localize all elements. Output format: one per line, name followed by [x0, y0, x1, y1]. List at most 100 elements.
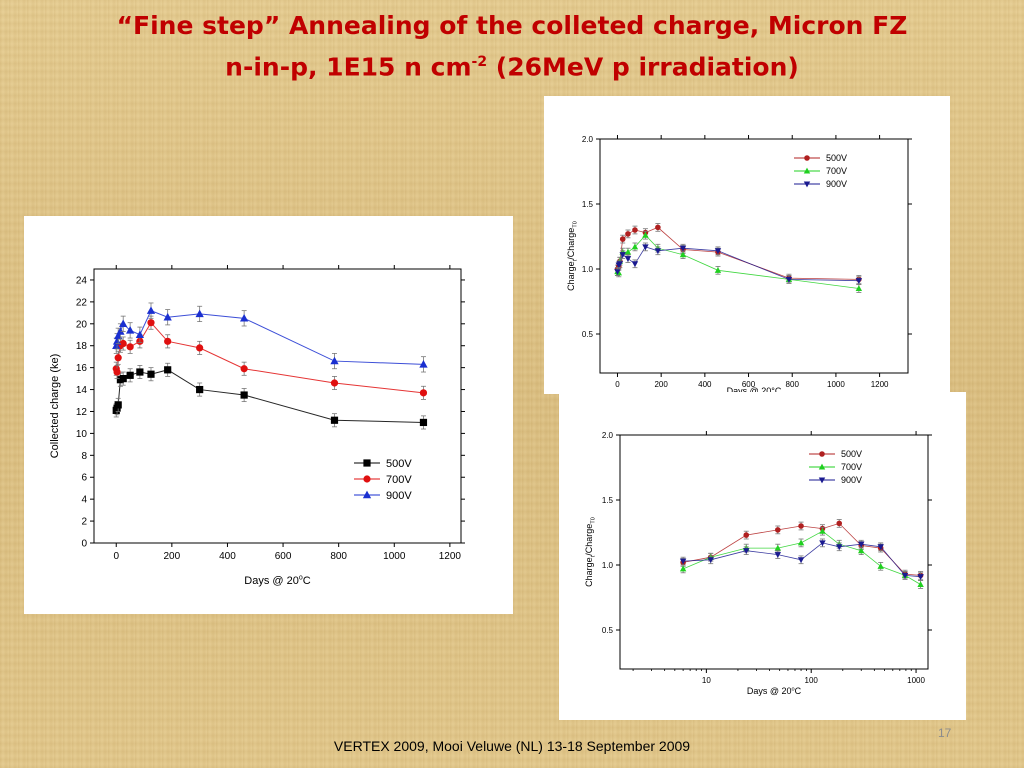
data-point-900V	[714, 248, 722, 255]
data-point-900V	[624, 256, 632, 262]
x-tick-label: 0	[615, 380, 620, 389]
chart-panel-main: 0 200 400 600 800 1000 1200 0 2 4 6 8 10 12 14 16 18 20 22…	[24, 216, 513, 614]
y-tick-label: 22	[76, 297, 88, 308]
data-point-700V	[114, 354, 122, 362]
data-point-900V	[146, 306, 156, 314]
data-point-500V	[126, 371, 134, 379]
y-tick-label: 0.5	[582, 330, 594, 339]
slide-footer: VERTEX 2009, Mooi Veluwe (NL) 13-18 Sept…	[333, 738, 691, 754]
data-point-900V	[774, 552, 782, 558]
x-axis-label-post: C	[303, 575, 311, 587]
x-tick-label: 100	[805, 676, 819, 685]
data-point-900V	[642, 244, 649, 251]
slide-title: “Fine step” Annealing of the colleted ch…	[0, 8, 1024, 85]
y-tick-label: 12	[76, 407, 88, 418]
chart-panel-normalized-linear: 0 200 400 600 800 1000 1200 0.5 1.0 1.5 2.0 Days @ …	[544, 96, 950, 396]
x-tick-label: 1200	[871, 380, 889, 389]
y-tick-label: 2.0	[602, 431, 614, 440]
x-axis-label: Days @ 20oC	[747, 686, 802, 696]
data-point-700V	[631, 243, 639, 250]
y-tick-label: 2.0	[582, 135, 594, 144]
data-point-900V	[135, 330, 145, 338]
series-500V	[112, 362, 428, 430]
data-point-900V	[112, 341, 121, 349]
title-line-2-pre: n-in-p, 1E15 n cm	[225, 52, 472, 82]
y-axis-label-sub1: t	[572, 259, 578, 261]
data-point-700V	[196, 344, 204, 352]
y-tick-label: 1.5	[582, 200, 594, 209]
data-point-500V	[419, 418, 428, 427]
data-point-900V	[116, 327, 125, 335]
data-point-900V	[126, 326, 135, 334]
series-500V	[680, 519, 924, 580]
data-point-900V	[679, 245, 687, 252]
data-point-700V	[113, 368, 121, 376]
data-point-900V	[836, 544, 843, 551]
data-point-900V	[419, 360, 428, 368]
data-point-900V	[877, 544, 884, 551]
title-line-2-post: (26MeV p irradiation)	[487, 52, 799, 82]
data-point-700V	[240, 365, 248, 373]
data-point-700V	[714, 266, 722, 273]
data-point-700V	[679, 565, 687, 572]
series-900V	[112, 302, 428, 373]
y-axis-label-sub2: T0	[590, 517, 596, 524]
x-tick-label: 1000	[827, 380, 845, 389]
plot-frame	[599, 138, 909, 374]
series-line-900V	[115, 310, 424, 365]
data-point-700V	[164, 337, 172, 345]
data-point-900V	[330, 356, 339, 365]
data-point-900V	[743, 548, 750, 555]
legend-label-900V: 900V	[826, 179, 847, 189]
legend-marker-900V	[362, 490, 372, 499]
y-axis-label: Collected charge (ke)	[49, 354, 61, 459]
data-point-500V	[136, 368, 144, 376]
data-point-700V	[624, 248, 632, 255]
y-axis-label-pre: Charge	[584, 557, 594, 587]
x-tick-label: 200	[654, 380, 668, 389]
data-point-500V	[798, 523, 804, 529]
data-point-900V	[195, 309, 204, 318]
data-point-500V	[655, 224, 661, 231]
data-point-500V	[619, 236, 626, 242]
data-point-900V	[163, 312, 172, 321]
data-point-900V	[616, 261, 624, 268]
y-tick-label: 1.0	[582, 265, 594, 274]
data-point-700V	[774, 544, 782, 551]
legend-label-500V: 500V	[386, 458, 412, 470]
x-tick-label: 10	[702, 676, 711, 685]
legend-label-500V: 500V	[826, 153, 847, 163]
data-point-500V	[743, 532, 750, 538]
legend-marker-500V	[819, 451, 825, 457]
legend-label-700V: 700V	[826, 166, 847, 176]
legend: 500V 700V 900V	[809, 449, 862, 485]
legend-marker-700V	[803, 167, 811, 174]
chart-normalized-log: 10 100 1000 0.5 1.0 1.5 2.0 Days @ 20oC Charget/…	[584, 431, 932, 696]
series-line-500V	[115, 369, 424, 423]
x-axis-label: Days @ 20oC	[244, 575, 310, 588]
y-tick-label: 1.0	[602, 561, 614, 570]
data-point-900V	[679, 558, 687, 565]
legend-label-900V: 900V	[841, 475, 862, 485]
data-point-900V	[785, 276, 793, 283]
data-point-700V	[679, 251, 687, 258]
series-700V	[614, 230, 863, 293]
data-point-900V	[707, 557, 714, 564]
y-axis-label-sub1: t	[590, 555, 596, 557]
y-axis-label-mid: /Charge	[584, 524, 594, 556]
series-900V	[614, 242, 863, 286]
series-line-700V	[617, 234, 859, 289]
chart-panel-normalized-log: 10 100 1000 0.5 1.0 1.5 2.0 Days @ 20oC Charget/…	[559, 392, 966, 720]
title-line-2: n-in-p, 1E15 n cm-2 (26MeV p irradiation…	[0, 44, 1024, 85]
y-tick-label: 20	[76, 319, 88, 330]
legend-label-900V: 900V	[386, 490, 412, 502]
y-axis-label-sub2: T0	[572, 221, 578, 228]
data-point-900V	[917, 574, 924, 581]
series-line-500V	[617, 226, 859, 280]
plot-frame	[93, 268, 462, 544]
page-number: 17	[938, 726, 952, 740]
series-900V	[679, 538, 924, 582]
legend: 500V 700V 900V	[794, 153, 847, 189]
y-axis-label: Charget/ChargeT0	[584, 517, 596, 587]
series-line-900V	[617, 246, 859, 282]
